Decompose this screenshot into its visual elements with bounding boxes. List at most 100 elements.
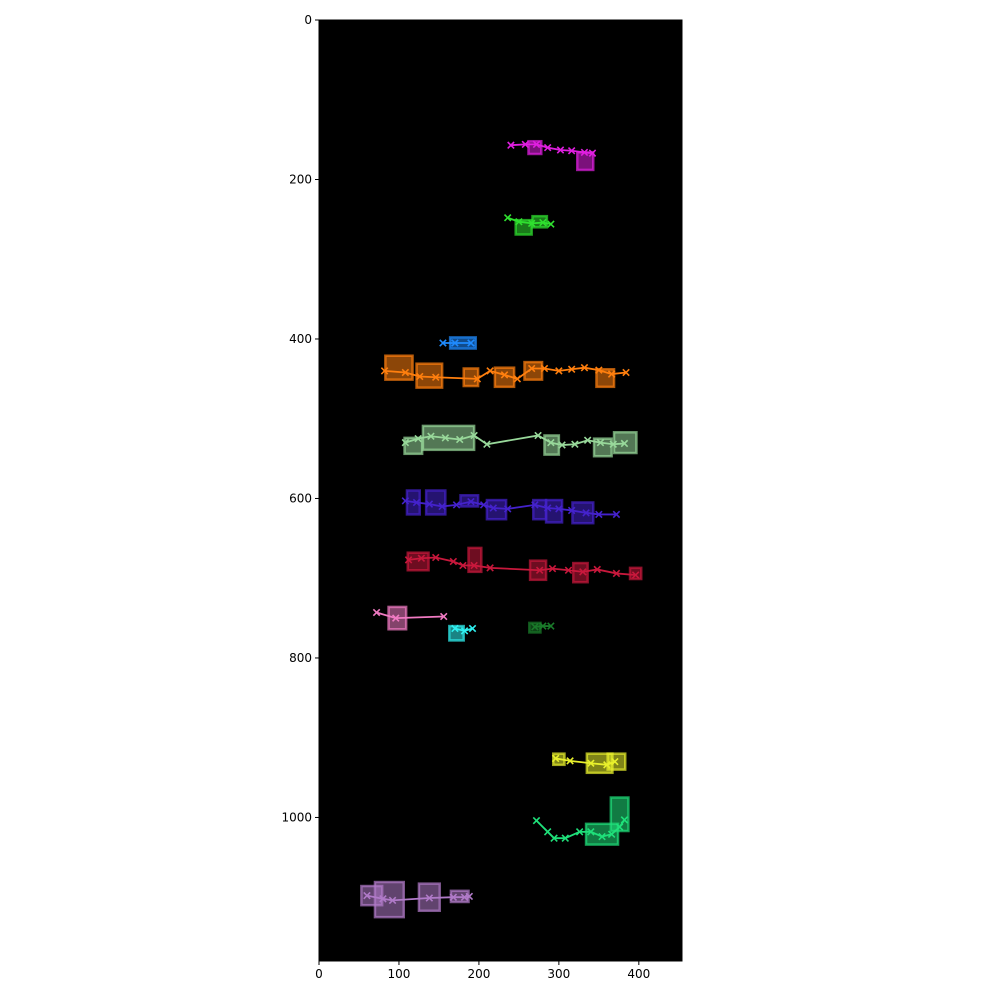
series-2-point-2 <box>467 339 475 347</box>
series-4-point-9 <box>558 441 566 449</box>
series-5-point-6 <box>479 501 488 509</box>
series-5-point-5 <box>467 497 475 506</box>
series-5-line <box>405 499 617 516</box>
series-5-point-8 <box>503 505 512 513</box>
series-3-point-9 <box>540 364 549 373</box>
series-6 <box>404 546 643 584</box>
series-11-point-8 <box>615 823 624 831</box>
series-2 <box>439 336 477 350</box>
series-10 <box>551 752 627 775</box>
series-11-point-2 <box>550 834 558 842</box>
series-4-point-3 <box>441 434 450 442</box>
series-11-point-4 <box>575 828 584 836</box>
series-3-point-10 <box>555 367 563 375</box>
series-4-point-2 <box>427 432 435 441</box>
series-4-point-8 <box>547 438 555 447</box>
series-5-point-1 <box>412 498 421 507</box>
series-4-point-11 <box>583 436 592 445</box>
series-4-point-5 <box>470 431 478 440</box>
series-4-point-4 <box>455 435 464 444</box>
series-6-line <box>408 556 636 576</box>
series-5-box-5 <box>544 498 564 524</box>
series-7 <box>372 605 448 631</box>
series-9 <box>528 621 555 634</box>
x-tick-label-1: 100 <box>388 967 411 981</box>
series-4-point-1 <box>414 434 422 443</box>
series-8 <box>448 624 477 642</box>
series-6-point-6 <box>486 564 494 572</box>
series-3-point-13 <box>595 366 603 374</box>
series-5 <box>401 489 621 525</box>
series-10-point-4 <box>611 757 619 766</box>
series-6-point-0 <box>404 556 413 564</box>
series-6-point-3 <box>449 557 458 566</box>
series-0 <box>507 139 597 172</box>
series-4-point-6 <box>483 440 491 449</box>
series-12-point-6 <box>465 892 474 901</box>
series-4 <box>401 424 638 458</box>
series-3-point-3 <box>431 373 440 382</box>
series-1 <box>503 214 555 236</box>
axis-ticks: 0 100 200 300 400 0 200 400 600 800 1000 <box>281 13 650 981</box>
series-0-point-1 <box>521 140 530 149</box>
series-6-point-2 <box>431 553 440 562</box>
series-3-point-1 <box>401 368 410 377</box>
x-tick-label-4: 400 <box>627 967 650 981</box>
plot-frame <box>318 19 683 962</box>
series-4-point-14 <box>620 439 629 448</box>
series-5-point-3 <box>438 502 446 511</box>
series-3-point-15 <box>622 368 630 377</box>
series-11-point-9 <box>620 816 629 824</box>
series-2-point-1 <box>451 339 459 347</box>
series-5-point-0 <box>401 497 410 505</box>
series-7-point-2 <box>439 612 448 621</box>
series-4-point-7 <box>534 431 542 440</box>
series-3-point-7 <box>513 375 522 383</box>
series-11-box-1 <box>609 796 630 833</box>
x-tick-label-2: 200 <box>467 967 490 981</box>
series-3-point-12 <box>580 363 589 372</box>
series-5-point-12 <box>567 506 576 515</box>
series-4-point-10 <box>571 440 579 449</box>
series-10-point-3 <box>603 761 611 769</box>
series-10-point-0 <box>551 754 560 763</box>
series-3-point-2 <box>415 372 424 381</box>
series-5-box-3 <box>485 498 508 521</box>
series-9-point-0 <box>531 623 539 631</box>
series-4-point-13 <box>609 440 618 449</box>
series-0-point-4 <box>556 146 565 154</box>
series-4-point-0 <box>401 438 410 447</box>
series-6-point-12 <box>612 569 621 578</box>
series-3-point-11 <box>567 365 576 374</box>
chart-marks <box>360 139 643 919</box>
series-4-box-2 <box>543 434 561 456</box>
series-5-point-13 <box>582 509 590 517</box>
series-8-point-2 <box>468 624 477 633</box>
x-tick-label-0: 0 <box>315 967 323 981</box>
series-6-point-10 <box>579 568 587 576</box>
series-6-point-4 <box>459 561 467 570</box>
series-3-box-0 <box>384 354 414 381</box>
series-3-point-5 <box>486 367 494 375</box>
series-6-point-9 <box>564 566 573 575</box>
series-5-point-4 <box>452 501 461 509</box>
series-0-point-7 <box>588 149 597 157</box>
series-0-point-3 <box>543 143 552 152</box>
y-tick-label-1: 200 <box>289 172 312 186</box>
series-5-box-1 <box>424 489 447 516</box>
series-11-point-5 <box>587 828 595 836</box>
series-9-point-1 <box>539 622 547 630</box>
y-tick-label-0: 0 <box>304 13 312 27</box>
series-6-point-11 <box>593 565 602 574</box>
series-3-point-0 <box>380 367 389 375</box>
series-12-point-2 <box>388 896 397 905</box>
series-8-point-1 <box>460 627 469 635</box>
series-11-point-1 <box>543 828 552 836</box>
series-0-point-6 <box>580 148 589 157</box>
series-6-box-1 <box>467 546 483 574</box>
series-12 <box>360 880 474 919</box>
series-3-point-4 <box>473 375 482 383</box>
y-tick-label-4: 800 <box>289 651 312 665</box>
x-tick-label-3: 300 <box>547 967 570 981</box>
series-9-point-2 <box>547 622 555 630</box>
